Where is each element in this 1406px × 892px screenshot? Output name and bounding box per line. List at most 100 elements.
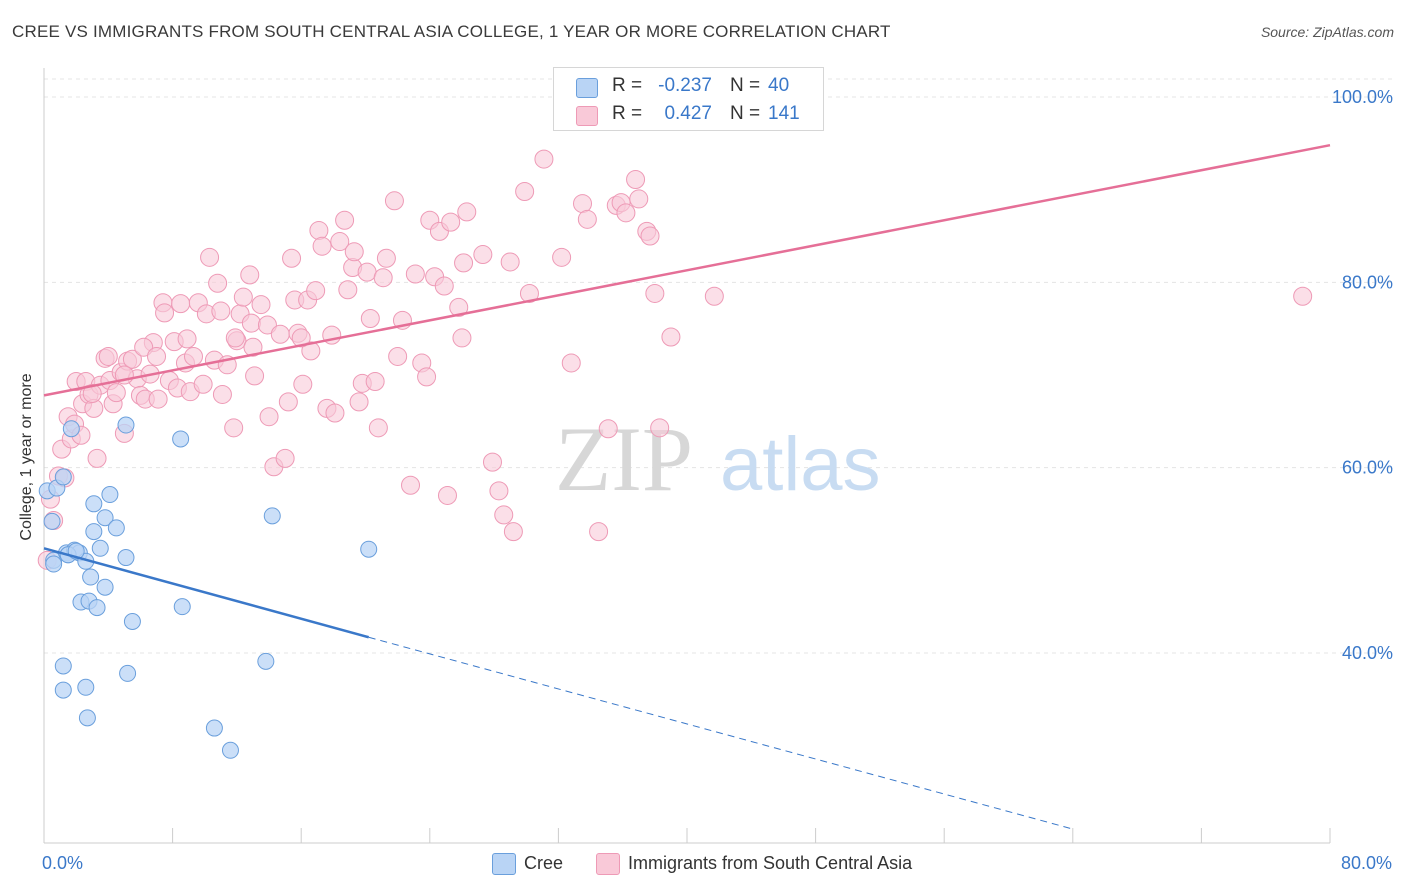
immigrants-swatch [576,106,598,126]
immigrants-point [87,448,107,468]
x-tick-label: 80.0% [1341,853,1392,873]
cree-point [119,664,137,682]
immigrants-point [225,328,245,348]
immigrants-point [134,337,154,357]
immigrants-point [365,371,385,391]
immigrants-point [441,212,461,232]
immigrants-point [482,452,502,472]
immigrants-point [171,294,191,314]
immigrants-point [552,247,572,267]
cree-point [117,549,135,567]
immigrants-point [243,337,263,357]
cree-point [85,523,103,541]
immigrants-point [241,313,261,333]
immigrants-point [515,182,535,202]
cree-point [263,507,281,525]
cree-point [221,741,239,759]
legend-r-label: R = [612,75,643,96]
legend-r-value: 0.427 [664,103,712,124]
immigrants-point [82,384,102,404]
immigrants-point [388,346,408,366]
immigrants-point [640,226,660,246]
immigrants-point [177,329,197,349]
immigrants-point [360,308,380,328]
immigrants-point [270,324,290,344]
immigrants-point [240,265,260,285]
immigrants-point [208,273,228,293]
immigrants-point [282,248,302,268]
immigrants-point [494,505,514,525]
immigrants-point [211,301,231,321]
immigrants-point [330,232,350,252]
trend-lines [43,143,1331,830]
immigrants-point [349,392,369,412]
immigrants-point [589,522,609,542]
cree-point [91,539,109,557]
immigrants-point [200,247,220,267]
immigrants-point [368,418,388,438]
legend-row-immigrants: R = 0.427 N = 141 [554,100,823,130]
immigrants-point [473,245,493,265]
axes [43,68,1331,844]
cree-legend-swatch [492,853,516,875]
immigrants-point [278,392,298,412]
cree-swatch [576,78,598,98]
immigrants-point [598,419,618,439]
legend-row-cree: R = -0.237 N = 40 [554,72,823,102]
immigrants-point [293,374,313,394]
immigrants-trend-line [43,143,1331,397]
immigrants-point [98,346,118,366]
cree-point [205,719,223,737]
immigrants-point [309,220,329,240]
immigrants-point [449,297,469,317]
cree-point [43,512,61,530]
grid-lines [44,78,1392,654]
immigrants-point [306,281,326,301]
immigrants-point [376,248,396,268]
y-tick-label: 100.0% [1332,87,1393,107]
legend-n-label: N = [730,103,761,124]
immigrants-point [212,384,232,404]
cree-point [78,709,96,727]
cree-point [96,509,114,527]
immigrants-point [626,169,646,189]
immigrants-point [384,191,404,211]
immigrants-point [561,353,581,373]
chart-title: CREE VS IMMIGRANTS FROM SOUTH CENTRAL AS… [12,22,891,41]
chart-source: Source: ZipAtlas.com [1260,24,1394,40]
legend-r-value: -0.237 [658,75,712,96]
watermark-zip: ZIP [555,408,693,510]
immigrants-point [301,341,321,361]
immigrants-point [122,349,142,369]
immigrants-point [233,287,253,307]
immigrants-point [629,189,649,209]
immigrants-point [650,418,670,438]
series-legend: Cree Immigrants from South Central Asia [0,852,1406,876]
immigrants-point [155,303,175,323]
immigrants-point [437,485,457,505]
watermark-atlas: atlas [720,422,881,507]
immigrants-point [147,346,167,366]
legend-n-value: 40 [768,75,790,96]
y-tick-label: 80.0% [1342,272,1393,292]
legend-label-immigrants: Immigrants from South Central Asia [628,853,913,873]
immigrants-legend-swatch [596,853,620,875]
legend-n-value: 141 [768,103,800,124]
immigrants-point [183,346,203,366]
immigrants-point [106,383,126,403]
immigrants-point [489,481,509,501]
y-tick-label: 60.0% [1342,458,1393,478]
y-tick-label: 40.0% [1342,643,1393,663]
cree-point [54,657,72,675]
immigrants-point [325,403,345,423]
cree-point [54,468,72,486]
immigrants-point [373,268,393,288]
immigrants-point [616,203,636,223]
watermark: ZIP atlas [555,408,881,510]
immigrants-point [417,367,437,387]
immigrants-point [245,366,265,386]
immigrants-point [344,242,364,262]
cree-point [117,416,135,434]
cree-point [173,598,191,616]
